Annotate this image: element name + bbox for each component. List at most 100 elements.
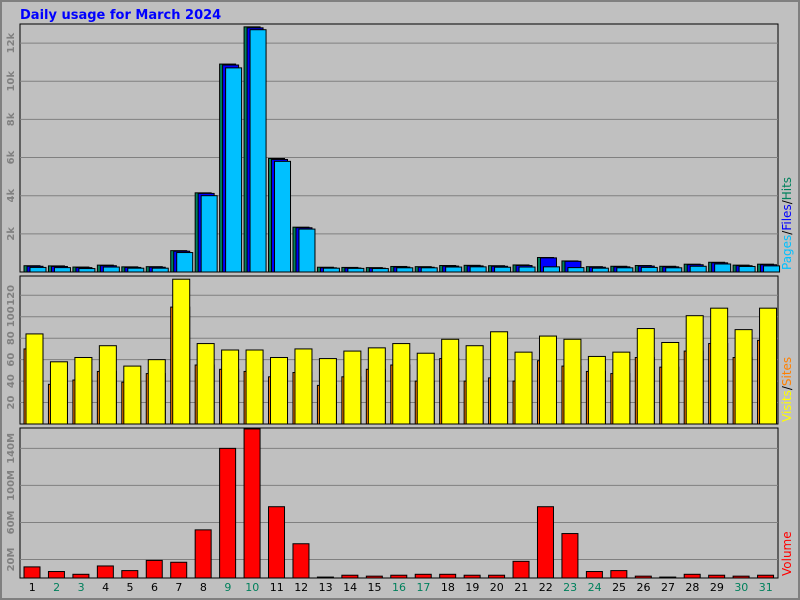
y-tick-label: 2k xyxy=(6,227,17,241)
x-tick-label: 24 xyxy=(588,581,602,594)
x-tick-label: 22 xyxy=(539,581,553,594)
x-tick-label: 18 xyxy=(441,581,455,594)
bar xyxy=(536,506,554,579)
bar xyxy=(563,338,582,425)
x-tick-label: 23 xyxy=(563,581,577,594)
bar xyxy=(72,573,90,579)
y-tick-label: 140M xyxy=(6,433,17,464)
bar xyxy=(757,574,775,579)
x-tick-label: 29 xyxy=(710,581,724,594)
bar xyxy=(341,574,359,579)
legend-entry: Files xyxy=(780,204,794,230)
bar xyxy=(316,576,334,579)
bar xyxy=(490,331,509,425)
bar xyxy=(121,570,139,579)
bar xyxy=(738,265,756,273)
bar xyxy=(659,576,677,579)
y-tick-label: 10k xyxy=(6,71,17,92)
bar xyxy=(463,574,481,579)
plot-area xyxy=(19,23,779,273)
x-tick-label: 30 xyxy=(734,581,748,594)
bar xyxy=(414,573,432,579)
bar xyxy=(371,268,389,273)
bar xyxy=(249,29,267,273)
x-tick-label: 9 xyxy=(224,581,231,594)
bar xyxy=(127,267,145,273)
x-tick-label: 6 xyxy=(151,581,158,594)
bar xyxy=(441,338,460,425)
legend-entry: Hits xyxy=(780,177,794,200)
legend-separator: / xyxy=(780,199,794,204)
x-tick-label: 26 xyxy=(637,581,651,594)
bar xyxy=(612,351,631,425)
bar xyxy=(665,267,683,273)
x-tick-label: 8 xyxy=(200,581,207,594)
bar xyxy=(661,341,680,425)
bar xyxy=(689,265,707,273)
x-tick-label: 27 xyxy=(661,581,675,594)
bar xyxy=(616,267,634,273)
bar xyxy=(640,266,658,273)
bar xyxy=(200,195,218,273)
bar xyxy=(268,506,286,579)
x-tick-label: 1 xyxy=(29,581,36,594)
bar xyxy=(587,355,606,425)
bar xyxy=(763,265,781,273)
x-tick-label: 11 xyxy=(270,581,284,594)
bar xyxy=(25,333,44,425)
y-tick-label: 6k xyxy=(6,150,17,164)
bar xyxy=(225,67,243,273)
bar xyxy=(74,357,93,425)
y-tick-label: 100M xyxy=(6,470,17,501)
x-tick-label: 20 xyxy=(490,581,504,594)
bar xyxy=(494,266,512,273)
x-tick-label: 28 xyxy=(685,581,699,594)
y-tick-label: 100 xyxy=(6,306,17,327)
legend: Volume xyxy=(780,531,794,576)
bar xyxy=(610,570,628,579)
bar xyxy=(710,307,729,425)
bar xyxy=(47,571,65,579)
bar xyxy=(367,347,386,425)
bar xyxy=(390,574,408,579)
plot-area xyxy=(19,427,779,579)
bar xyxy=(96,565,114,579)
bar xyxy=(221,349,240,425)
bar xyxy=(347,267,365,273)
bar xyxy=(518,266,536,273)
bar xyxy=(636,328,655,425)
bar xyxy=(23,566,41,579)
bar xyxy=(634,575,652,579)
x-tick-label: 12 xyxy=(294,581,308,594)
bar xyxy=(561,533,579,579)
bar xyxy=(732,575,750,579)
bar xyxy=(567,267,585,273)
x-tick-label: 4 xyxy=(102,581,109,594)
bar xyxy=(176,252,194,273)
y-tick-label: 60M xyxy=(6,510,17,534)
bar xyxy=(685,315,704,425)
legend-separator: / xyxy=(780,385,794,390)
bar xyxy=(396,267,414,273)
bar xyxy=(343,350,362,425)
x-tick-label: 15 xyxy=(368,581,382,594)
y-tick-label: 60 xyxy=(6,353,17,367)
bar xyxy=(49,361,68,425)
bar xyxy=(292,543,310,579)
x-tick-label: 2 xyxy=(53,581,60,594)
legend-separator: / xyxy=(780,230,794,235)
bar xyxy=(123,365,142,425)
bar xyxy=(365,575,383,579)
x-tick-label: 21 xyxy=(514,581,528,594)
legend-entry: Pages xyxy=(780,235,794,270)
bar xyxy=(708,574,726,579)
bar xyxy=(219,447,237,579)
bar xyxy=(488,574,506,579)
y-tick-label: 4k xyxy=(6,189,17,203)
x-tick-label: 10 xyxy=(245,581,259,594)
y-tick-label: 40 xyxy=(6,374,17,388)
legend-entry: Volume xyxy=(780,531,794,576)
bar xyxy=(102,266,120,273)
x-tick-label: 25 xyxy=(612,581,626,594)
